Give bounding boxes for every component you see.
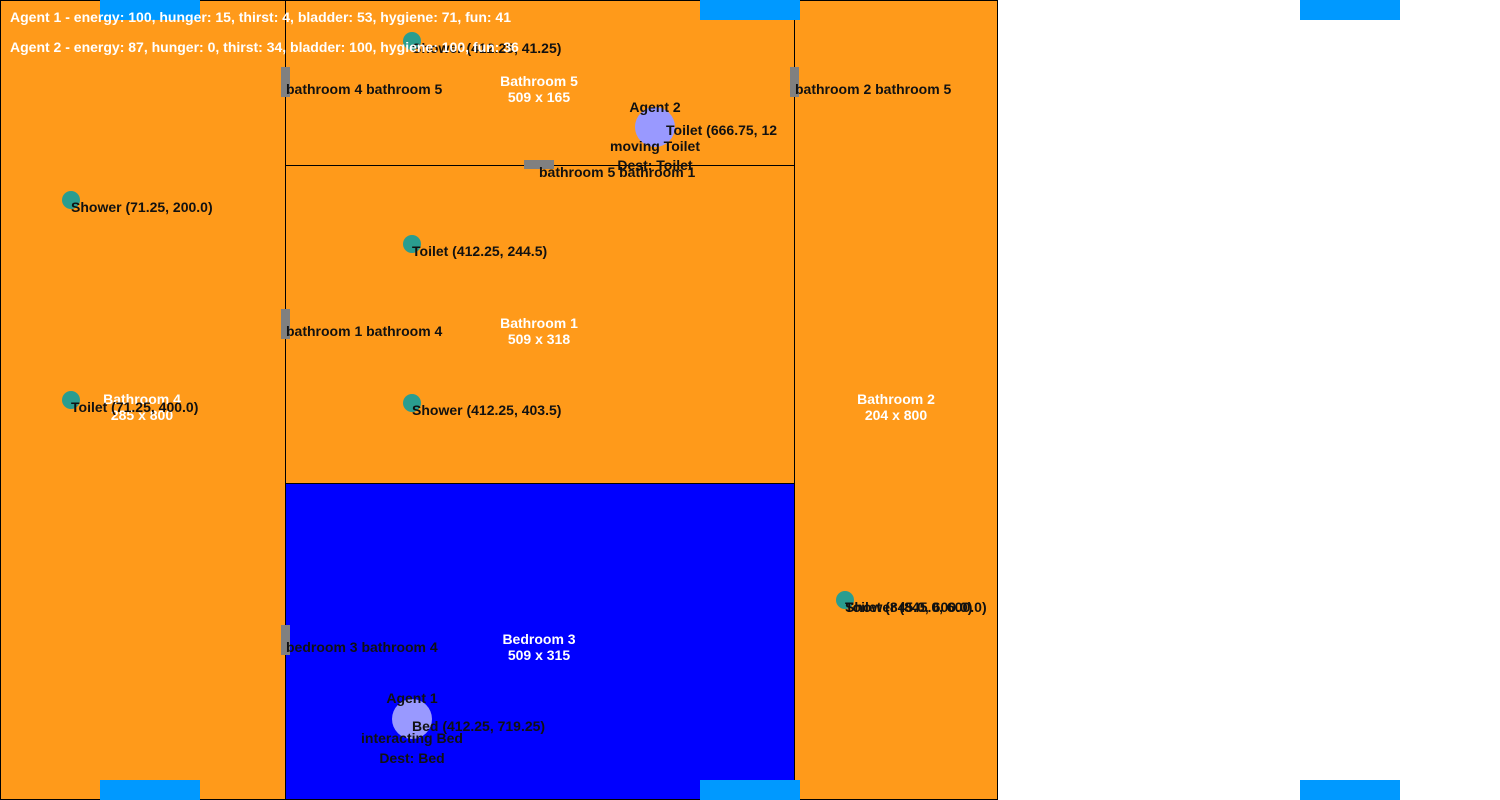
- agent-1-status: Agent 1 - energy: 100, hunger: 15, thirs…: [10, 9, 512, 25]
- room-label-bathroom-5: Bathroom 5 509 x 165: [500, 73, 578, 105]
- room-label-bathroom-1: Bathroom 1 509 x 318: [500, 315, 578, 347]
- item-label-toilet: Toilet (666.75, 12: [666, 122, 778, 138]
- window-top-2: [700, 0, 800, 20]
- shower-icon[interactable]: [403, 394, 421, 412]
- room-bathroom-4: [0, 0, 286, 800]
- shower-icon[interactable]: [62, 191, 80, 209]
- item-label-toilet: Toilet (71.25, 400.0): [71, 399, 199, 415]
- window-bottom-3: [1300, 780, 1400, 800]
- room-label-bedroom-3: Bedroom 3 509 x 315: [502, 631, 575, 663]
- toilet-icon[interactable]: [836, 591, 854, 609]
- room-name: Bedroom 3: [502, 631, 576, 647]
- room-name: Bathroom 4: [103, 391, 181, 407]
- room-label-bathroom-4: Bathroom 4 285 x 800: [103, 391, 181, 423]
- agent-2-status: Agent 2 - energy: 87, hunger: 0, thirst:…: [10, 39, 519, 55]
- agent-2-destination: Dest: Toilet: [617, 157, 693, 173]
- door-label: bathroom 2 bathroom 5: [795, 81, 952, 97]
- agent-2-action: moving Toilet: [610, 138, 700, 154]
- room-label-bathroom-2: Bathroom 2 204 x 800: [857, 391, 935, 423]
- agent-1-destination: Dest: Bed: [379, 750, 445, 766]
- agent-2-name: Agent 2: [629, 99, 681, 115]
- item-label-bed: Bed (412.25, 719.25): [412, 718, 546, 734]
- item-label-shower: Shower (845.0, 600.0): [845, 599, 987, 615]
- door-bathroom1-bathroom4[interactable]: [281, 309, 290, 339]
- room-size: 509 x 165: [507, 89, 571, 105]
- window-top-1: [100, 0, 200, 20]
- agent-1-avatar[interactable]: [392, 699, 432, 739]
- room-bathroom-5: [285, 0, 795, 166]
- room-name: Bathroom 5: [500, 73, 578, 89]
- room-bedroom-3: [285, 483, 795, 800]
- item-label-toilet: Toilet (412.25, 244.5): [412, 243, 548, 259]
- agent-2-avatar[interactable]: [635, 107, 675, 147]
- item-label-shower: Shower (71.25, 200.0): [71, 199, 213, 215]
- shower-icon[interactable]: [403, 32, 421, 50]
- item-label-toilet: Toilet (845.0, 600.0): [845, 599, 973, 615]
- door-label: bathroom 4 bathroom 5: [286, 81, 443, 97]
- toilet-icon[interactable]: [403, 235, 421, 253]
- door-label: bedroom 3 bathroom 4: [286, 639, 438, 655]
- door-bathroom5-bathroom1[interactable]: [524, 160, 554, 169]
- room-size: 509 x 315: [507, 647, 571, 663]
- door-bathroom4-bathroom5[interactable]: [281, 67, 290, 97]
- room-size: 509 x 318: [507, 331, 571, 347]
- room-size: 204 x 800: [864, 407, 928, 423]
- room-size: 285 x 800: [110, 407, 174, 423]
- agent-1-name: Agent 1: [386, 690, 438, 706]
- room-name: Bathroom 2: [857, 391, 935, 407]
- window-bottom-2: [700, 780, 800, 800]
- agent-1-action: interacting Bed: [361, 730, 463, 746]
- door-bedroom3-bathroom4[interactable]: [281, 625, 290, 655]
- door-label: bathroom 1 bathroom 4: [286, 323, 443, 339]
- item-label-shower: Shower (412.25, 403.5): [412, 402, 562, 418]
- item-label-shower: Shower (412.25, 41.25): [412, 40, 562, 56]
- room-bathroom-2: [794, 0, 998, 800]
- window-bottom-1: [100, 780, 200, 800]
- door-label: bathroom 5 bathroom 1: [539, 164, 696, 180]
- window-top-3: [1300, 0, 1400, 20]
- room-name: Bathroom 1: [500, 315, 578, 331]
- door-bathroom2-bathroom5[interactable]: [790, 67, 799, 97]
- toilet-icon[interactable]: [62, 391, 80, 409]
